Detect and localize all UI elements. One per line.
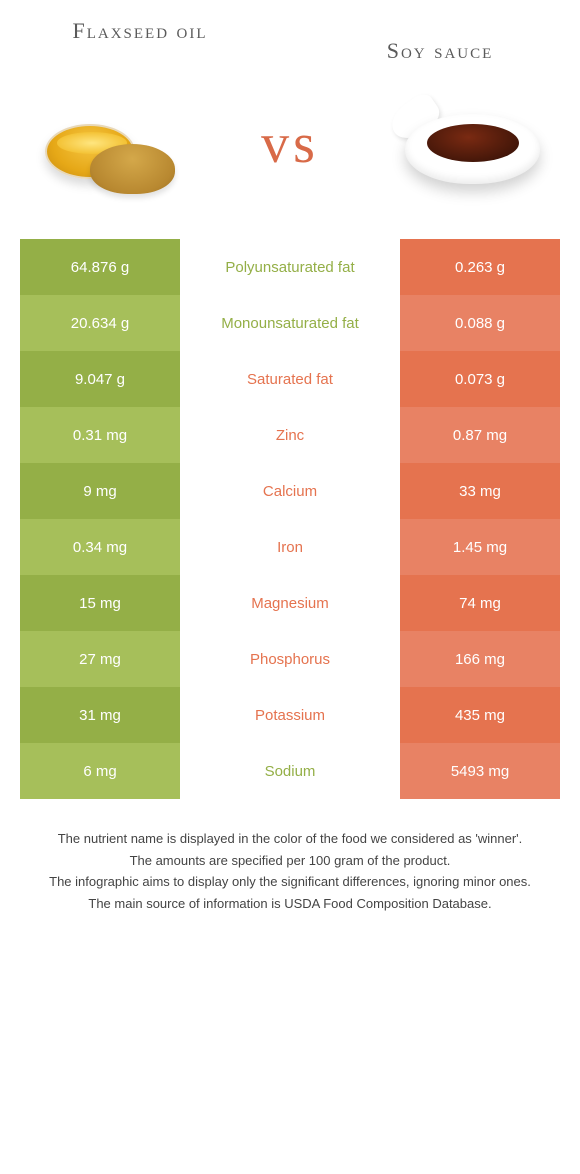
nutrient-label: Sodium xyxy=(180,743,400,799)
nutrient-label: Zinc xyxy=(180,407,400,463)
flaxseed-oil-icon xyxy=(40,89,180,199)
left-value: 9.047 g xyxy=(20,351,180,407)
table-row: 64.876 gPolyunsaturated fat0.263 g xyxy=(20,239,560,295)
table-row: 31 mgPotassium435 mg xyxy=(20,687,560,743)
right-food-title: Soy sauce xyxy=(340,18,540,64)
right-value: 0.073 g xyxy=(400,351,560,407)
nutrient-label: Polyunsaturated fat xyxy=(180,239,400,295)
left-value: 20.634 g xyxy=(20,295,180,351)
right-value: 0.263 g xyxy=(400,239,560,295)
table-row: 0.31 mgZinc0.87 mg xyxy=(20,407,560,463)
left-value: 0.31 mg xyxy=(20,407,180,463)
nutrient-label: Potassium xyxy=(180,687,400,743)
left-value: 31 mg xyxy=(20,687,180,743)
vs-label: vs xyxy=(261,112,319,176)
nutrient-label: Monounsaturated fat xyxy=(180,295,400,351)
table-row: 6 mgSodium5493 mg xyxy=(20,743,560,799)
table-row: 15 mgMagnesium74 mg xyxy=(20,575,560,631)
images-row: vs xyxy=(0,64,580,239)
right-value: 0.088 g xyxy=(400,295,560,351)
left-value: 27 mg xyxy=(20,631,180,687)
nutrient-label: Phosphorus xyxy=(180,631,400,687)
comparison-table: 64.876 gPolyunsaturated fat0.263 g20.634… xyxy=(20,239,560,799)
left-value: 0.34 mg xyxy=(20,519,180,575)
left-value: 6 mg xyxy=(20,743,180,799)
nutrient-label: Saturated fat xyxy=(180,351,400,407)
table-row: 0.34 mgIron1.45 mg xyxy=(20,519,560,575)
right-value: 166 mg xyxy=(400,631,560,687)
nutrient-label: Magnesium xyxy=(180,575,400,631)
table-row: 27 mgPhosphorus166 mg xyxy=(20,631,560,687)
table-row: 9 mgCalcium33 mg xyxy=(20,463,560,519)
left-value: 9 mg xyxy=(20,463,180,519)
left-value: 64.876 g xyxy=(20,239,180,295)
left-value: 15 mg xyxy=(20,575,180,631)
footnote-line: The nutrient name is displayed in the co… xyxy=(30,829,550,849)
footnote-line: The amounts are specified per 100 gram o… xyxy=(30,851,550,871)
nutrient-label: Calcium xyxy=(180,463,400,519)
left-food-image xyxy=(20,74,200,214)
header: Flaxseed oil Soy sauce xyxy=(0,0,580,64)
right-value: 435 mg xyxy=(400,687,560,743)
footnotes: The nutrient name is displayed in the co… xyxy=(0,829,580,913)
table-row: 20.634 gMonounsaturated fat0.088 g xyxy=(20,295,560,351)
footnote-line: The main source of information is USDA F… xyxy=(30,894,550,914)
right-value: 1.45 mg xyxy=(400,519,560,575)
nutrient-label: Iron xyxy=(180,519,400,575)
right-value: 0.87 mg xyxy=(400,407,560,463)
soy-sauce-icon xyxy=(390,89,550,199)
right-value: 33 mg xyxy=(400,463,560,519)
right-food-image xyxy=(380,74,560,214)
right-value: 74 mg xyxy=(400,575,560,631)
left-food-title: Flaxseed oil xyxy=(40,18,240,44)
right-value: 5493 mg xyxy=(400,743,560,799)
footnote-line: The infographic aims to display only the… xyxy=(30,872,550,892)
table-row: 9.047 gSaturated fat0.073 g xyxy=(20,351,560,407)
